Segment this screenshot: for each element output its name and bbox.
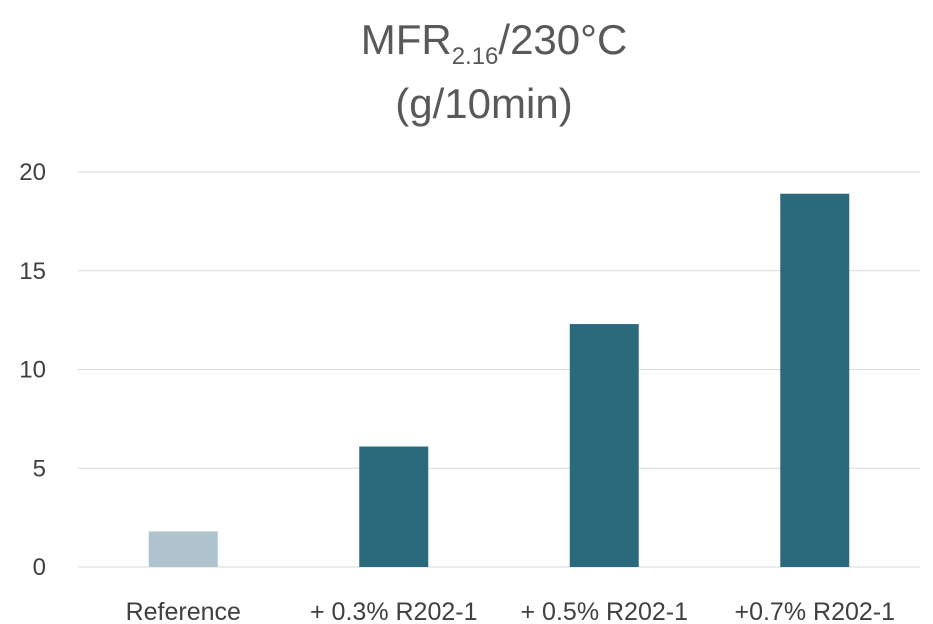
y-tick-label: 20 — [19, 159, 46, 186]
gridlines — [78, 171, 920, 568]
chart-title-line2: (g/10min) — [395, 80, 572, 127]
bar — [780, 193, 850, 567]
bar — [569, 324, 639, 567]
x-category-label: +0.7% R202-1 — [734, 598, 895, 624]
y-tick-label: 5 — [33, 455, 46, 482]
chart-title-rest: /230°C — [498, 16, 627, 63]
x-category-label: + 0.3% R202-1 — [310, 598, 477, 624]
bar — [359, 446, 429, 567]
x-category-label: + 0.5% R202-1 — [521, 598, 688, 624]
chart-title-main: MFR — [361, 16, 452, 63]
y-axis-ticks: 0 5 10 15 20 — [19, 159, 46, 581]
x-axis-labels: Reference + 0.3% R202-1 + 0.5% R202-1 +0.7%… — [126, 598, 895, 624]
x-category-label: Reference — [126, 598, 241, 624]
bar — [148, 531, 218, 567]
chart-title-subscript: 2.16 — [452, 43, 499, 70]
bars — [148, 193, 850, 567]
y-tick-label: 0 — [33, 554, 46, 581]
chart-title-line1: MFR2.16/230°C — [361, 16, 628, 70]
y-tick-label: 10 — [19, 357, 46, 384]
y-tick-label: 15 — [19, 258, 46, 285]
